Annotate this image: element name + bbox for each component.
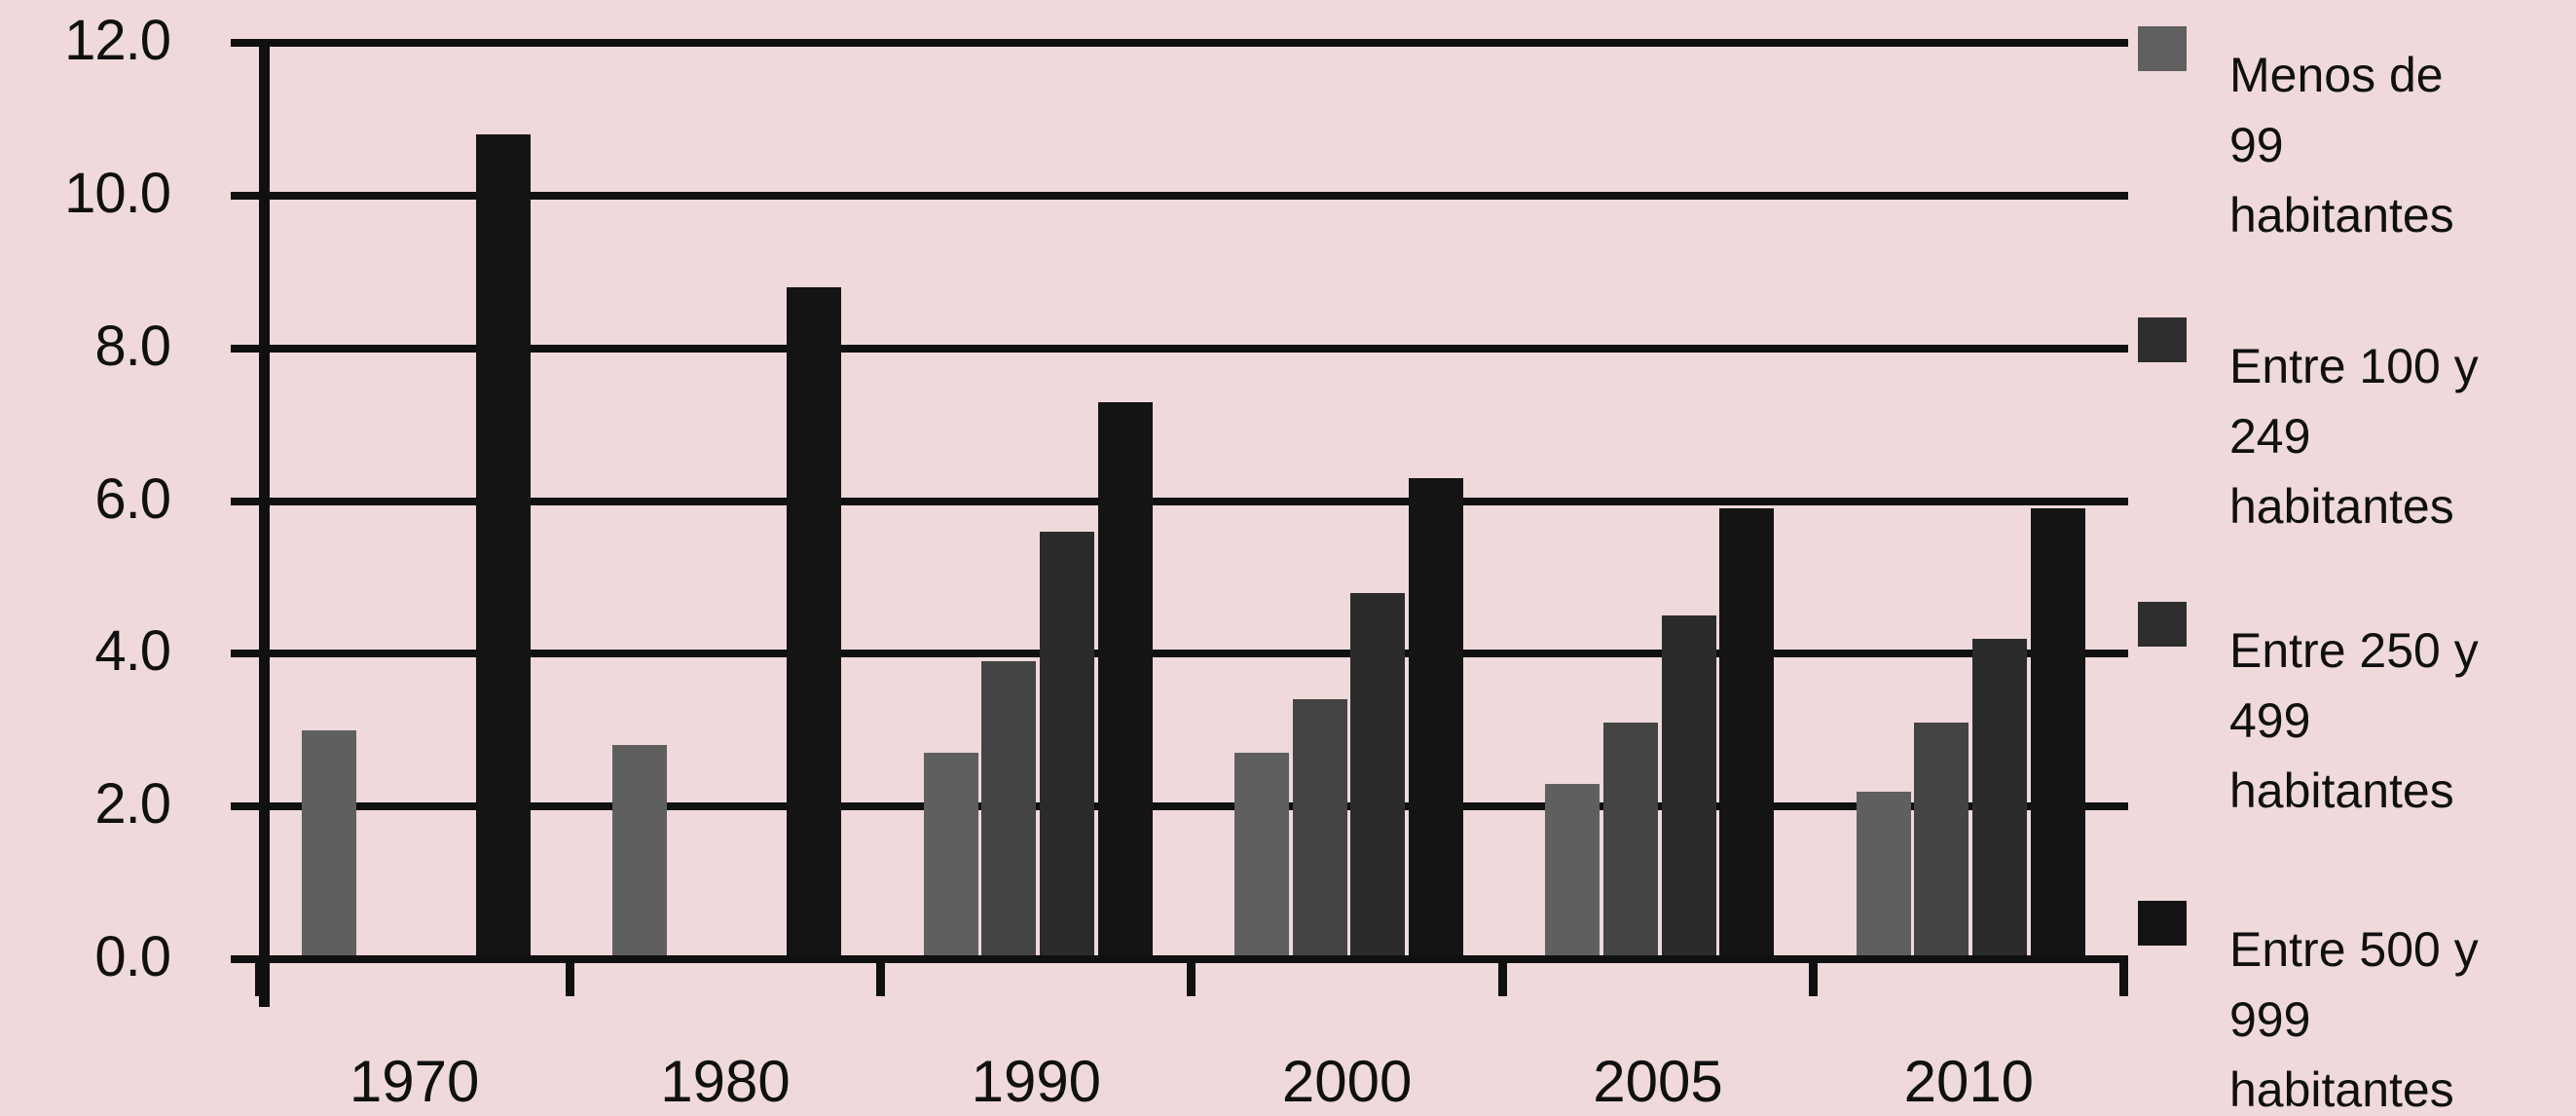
bar-2000-series-2	[1292, 699, 1347, 959]
x-axis-label-2010: 2010	[1903, 1049, 2035, 1114]
bar-2005-series-1	[1545, 783, 1601, 959]
legend-label-line: habitantes	[2229, 479, 2454, 534]
legend-label-line: 999	[2229, 992, 2311, 1047]
y-axis-label-12.0: 12.0	[64, 9, 171, 73]
legend-label-line: Entre 500 y	[2229, 922, 2479, 977]
y-axis-label-10.0: 10.0	[64, 162, 171, 225]
gridline-4.0	[231, 650, 2128, 658]
legend-swatch-icon	[2138, 26, 2187, 71]
legend-label: Entre 500 y 999 habitantes	[2229, 914, 2479, 1116]
legend-swatch-icon	[2138, 317, 2187, 362]
gridline-2.0	[231, 802, 2128, 811]
y-axis-label-6.0: 6.0	[94, 466, 171, 531]
x-axis-tick	[1497, 959, 1507, 996]
legend-label-line: habitantes	[2229, 188, 2454, 242]
x-axis-tick	[254, 959, 264, 996]
bar-2005-series-4	[1719, 508, 1775, 959]
y-axis-line	[259, 39, 270, 1007]
bar-2005-series-3	[1661, 615, 1716, 959]
legend-item-2: Entre 100 y 249 habitantes	[2138, 317, 2576, 600]
legend-item-1: Menos de 99 habitantes	[2138, 26, 2576, 309]
bar-1980-series-4	[787, 287, 842, 959]
legend-item-4: Entre 500 y 999 habitantes	[2138, 901, 2576, 1116]
y-axis-label-8.0: 8.0	[94, 314, 171, 378]
x-axis-tick	[1809, 959, 1819, 996]
bar-2010-series-1	[1856, 791, 1911, 959]
bar-2010-series-4	[2030, 508, 2085, 959]
bar-2010-series-3	[1972, 638, 2028, 959]
x-axis-tick	[876, 959, 886, 996]
bar-2005-series-2	[1603, 722, 1659, 959]
gridline-6.0	[231, 497, 2128, 505]
legend-label-line: Entre 100 y	[2229, 339, 2479, 393]
legend-swatch-icon	[2138, 901, 2187, 946]
bar-1980-series-1	[612, 745, 668, 959]
x-axis-label-2000: 2000	[1281, 1049, 1413, 1114]
legend-label-line: 249	[2229, 409, 2311, 464]
x-axis-line	[231, 955, 2128, 963]
x-axis-tick	[565, 959, 574, 996]
gridline-10.0	[231, 192, 2128, 200]
legend-label-line: habitantes	[2229, 763, 2454, 818]
legend-label-line: 99	[2229, 118, 2284, 172]
x-axis-tick	[2119, 959, 2129, 996]
y-axis-label-2.0: 2.0	[94, 772, 171, 837]
bar-2000-series-3	[1350, 592, 1406, 959]
x-axis-label-1980: 1980	[660, 1049, 791, 1114]
legend-label-line: 499	[2229, 693, 2311, 748]
bar-1990-series-4	[1097, 401, 1153, 959]
x-axis-label-1990: 1990	[971, 1049, 1102, 1114]
x-axis-tick	[1187, 959, 1196, 996]
bar-2000-series-4	[1409, 478, 1464, 959]
bar-1990-series-1	[923, 753, 978, 959]
y-axis-label-4.0: 4.0	[94, 619, 171, 684]
legend-label-line: habitantes	[2229, 1062, 2454, 1116]
legend-label: Entre 250 y 499 habitantes	[2229, 615, 2479, 826]
bar-1990-series-2	[981, 661, 1037, 959]
bar-1970-series-4	[476, 134, 532, 959]
bar-2010-series-2	[1914, 722, 1969, 959]
y-axis-label-0.0: 0.0	[94, 925, 171, 988]
legend-label-line: Entre 250 y	[2229, 623, 2479, 678]
x-axis-label-2005: 2005	[1593, 1049, 1723, 1114]
bar-2000-series-1	[1233, 753, 1289, 959]
gridline-12.0	[231, 39, 2128, 48]
legend-label-line: Menos de	[2229, 48, 2444, 102]
legend-swatch-icon	[2138, 602, 2187, 647]
bar-1970-series-1	[302, 729, 356, 959]
legend: Menos de 99 habitantes Entre 100 y 249 habita…	[2138, 0, 2576, 1116]
gridline-8.0	[231, 344, 2128, 353]
legend-label: Menos de 99 habitantes	[2229, 40, 2454, 250]
x-axis-label-1970: 1970	[349, 1049, 480, 1114]
bar-1990-series-3	[1040, 531, 1095, 959]
legend-item-3: Entre 250 y 499 habitantes	[2138, 602, 2576, 884]
legend-label: Entre 100 y 249 habitantes	[2229, 331, 2479, 541]
